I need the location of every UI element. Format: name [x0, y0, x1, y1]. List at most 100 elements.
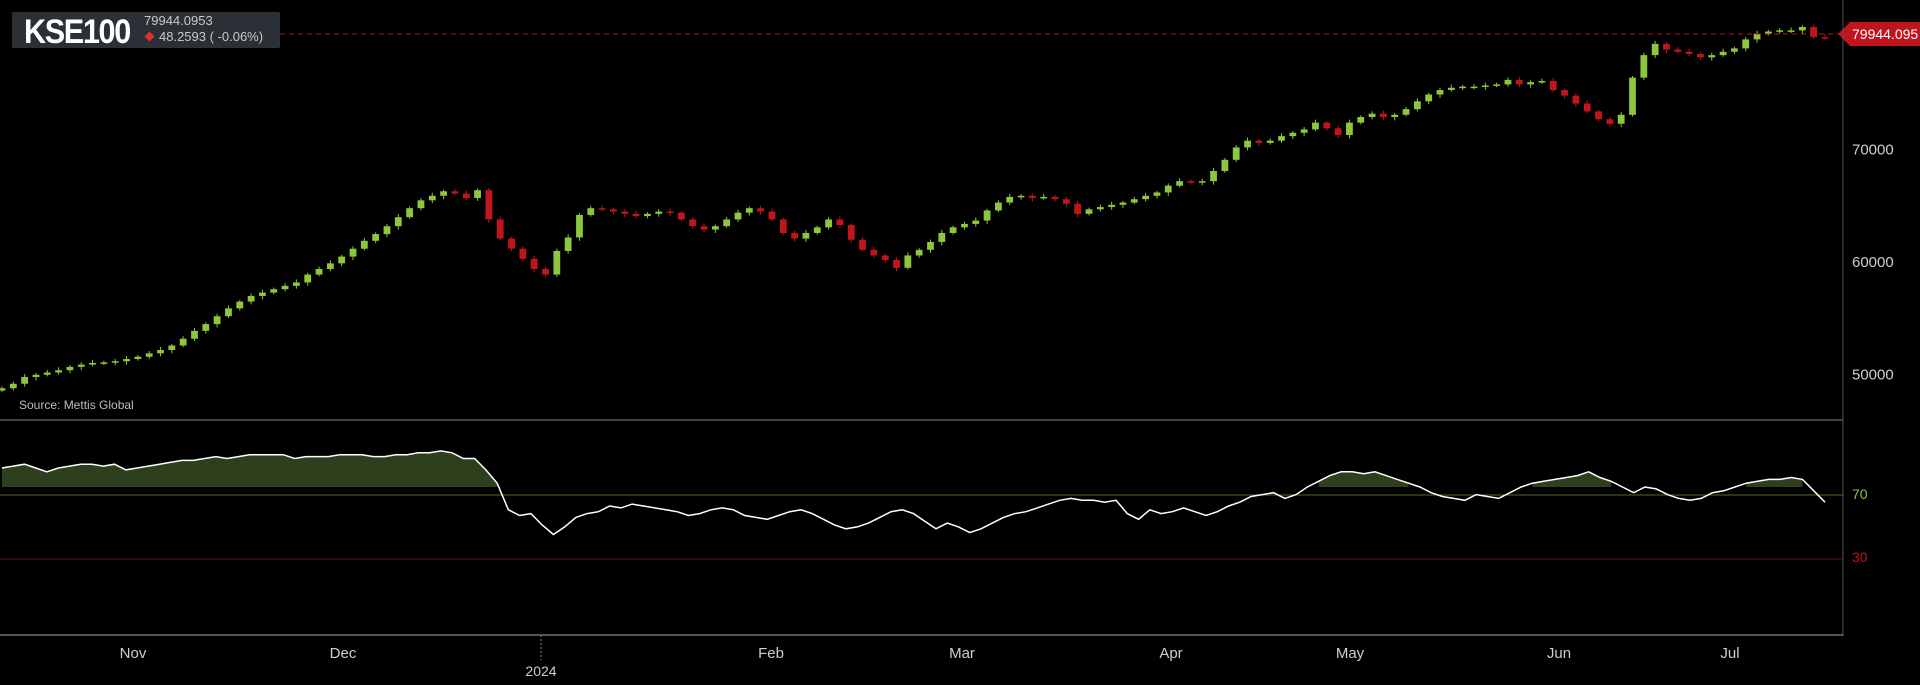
- candle-body: [1481, 85, 1489, 88]
- candle-body: [1572, 95, 1580, 104]
- rsi-overbought-area: [1532, 471, 1612, 487]
- candle-body: [1153, 192, 1161, 196]
- candle-body: [1821, 37, 1829, 39]
- candle-body: [1470, 86, 1478, 89]
- candle-body: [655, 211, 663, 214]
- x-axis-month-label: Feb: [758, 645, 784, 662]
- candle-body: [938, 232, 946, 242]
- candle-body: [406, 208, 414, 218]
- candle-body: [1708, 55, 1716, 58]
- candle-body: [213, 316, 221, 325]
- candle-body: [451, 191, 459, 194]
- year-label: 2024: [525, 663, 556, 679]
- x-axis: Nov Dec Feb Mar Apr May Jun Jul: [120, 645, 1740, 662]
- candle-body: [689, 219, 697, 227]
- candle-body: [281, 285, 289, 290]
- candle-body: [1198, 181, 1206, 183]
- candle-body: [983, 210, 991, 221]
- candle-body: [949, 227, 957, 233]
- candle-body: [1108, 204, 1116, 208]
- candle-body: [428, 195, 436, 201]
- candle-body: [1810, 27, 1818, 38]
- candle-body: [485, 190, 493, 220]
- candle-body: [587, 208, 595, 215]
- candle-body: [700, 226, 708, 230]
- candle-body: [1561, 90, 1568, 96]
- candle-body: [1651, 43, 1659, 56]
- candle-body: [77, 364, 85, 367]
- candle-body: [168, 345, 176, 350]
- rsi-overbought-area: [1318, 471, 1409, 487]
- candle-body: [1515, 79, 1523, 85]
- candle-body: [1368, 113, 1376, 118]
- x-axis-month-label: Jul: [1720, 645, 1739, 662]
- candle-body: [598, 208, 606, 210]
- price-axis: 50000 60000 70000: [1852, 142, 1894, 384]
- candle-body: [1221, 159, 1229, 172]
- candle-body: [1096, 207, 1104, 210]
- candle-body: [1493, 84, 1501, 86]
- x-axis-month-label: Mar: [949, 645, 975, 662]
- candle-body: [972, 220, 980, 224]
- candle-body: [870, 249, 878, 256]
- ticker-change: 48.2593 ( -0.06%): [144, 29, 263, 44]
- candle-body: [1266, 140, 1274, 143]
- candle-body: [1040, 196, 1048, 199]
- ticker-box: KSE100 79944.0953 48.2593 ( -0.06%): [12, 12, 280, 51]
- candle-body: [1617, 114, 1625, 124]
- ticker-change-value: 48.2593 ( -0.06%): [159, 29, 264, 44]
- candle-body: [360, 240, 368, 249]
- candle-body: [66, 366, 74, 371]
- candle-body: [157, 349, 164, 354]
- candle-body: [1210, 171, 1217, 182]
- price-axis-tick-label: 60000: [1852, 254, 1894, 271]
- candle-body: [836, 219, 844, 226]
- rsi-overbought-area: [1746, 477, 1803, 487]
- candle-body: [259, 292, 266, 296]
- candle-body: [191, 330, 198, 339]
- candle-body: [1674, 49, 1682, 52]
- x-axis-month-label: Apr: [1159, 645, 1182, 662]
- candle-body: [621, 211, 629, 214]
- rsi-overbought-area: [2, 450, 498, 487]
- candle-body: [1606, 119, 1614, 124]
- candle-body: [0, 388, 6, 391]
- candle-body: [1017, 195, 1025, 198]
- candle-body: [1402, 109, 1410, 115]
- candle-body: [1753, 33, 1761, 40]
- candle-body: [1719, 51, 1727, 56]
- candle-body: [576, 214, 583, 238]
- candle-body: [1255, 140, 1263, 143]
- candle-body: [417, 200, 425, 209]
- candle-body: [9, 383, 17, 389]
- candle-body: [961, 223, 968, 228]
- candle-body: [1731, 48, 1738, 52]
- candle-body: [825, 219, 832, 228]
- candle-body: [542, 268, 549, 275]
- candle-body: [315, 268, 323, 275]
- candle-body: [1346, 122, 1353, 136]
- candle-body: [383, 226, 391, 235]
- candle-body: [304, 274, 312, 283]
- candle-body: [1583, 103, 1591, 112]
- candle-body: [1447, 87, 1455, 91]
- candle-body: [1764, 31, 1772, 34]
- candle-body: [1119, 202, 1127, 205]
- candle-body: [768, 211, 776, 220]
- candle-body: [1504, 79, 1512, 85]
- candle-body: [1074, 203, 1082, 214]
- candle-body: [1300, 129, 1308, 133]
- candle-body: [791, 232, 799, 239]
- candle-body: [372, 234, 380, 241]
- candle-body: [1425, 94, 1433, 102]
- candle-body: [1312, 122, 1319, 130]
- candle-body: [1663, 43, 1670, 50]
- candle-body: [666, 211, 674, 214]
- candle-body: [43, 372, 51, 375]
- candle-body: [1130, 199, 1138, 203]
- candle-body: [927, 241, 934, 250]
- candle-body: [293, 282, 300, 286]
- candle-body: [349, 248, 357, 257]
- candle-body: [553, 250, 561, 275]
